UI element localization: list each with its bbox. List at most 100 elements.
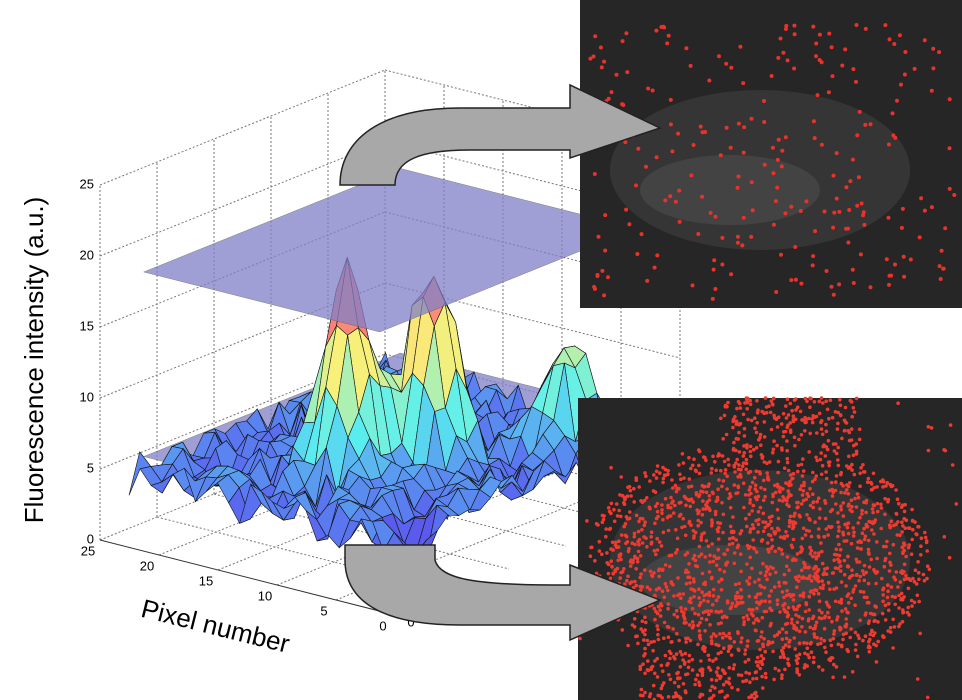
- detection: [789, 205, 793, 209]
- detection: [613, 520, 617, 524]
- detection: [847, 208, 851, 212]
- detection: [824, 470, 828, 474]
- detection: [767, 640, 771, 644]
- detection: [689, 173, 693, 177]
- detection: [648, 588, 652, 592]
- detection: [784, 581, 788, 585]
- detection: [698, 545, 702, 549]
- detection: [658, 587, 662, 591]
- detection: [677, 463, 681, 467]
- detection: [728, 647, 732, 651]
- detection: [667, 695, 671, 699]
- detection: [850, 568, 854, 572]
- detection: [663, 198, 667, 202]
- detection: [857, 579, 861, 583]
- detection: [795, 585, 799, 589]
- detection: [860, 512, 864, 516]
- detection: [635, 478, 639, 482]
- detection: [639, 694, 643, 698]
- detection: [889, 483, 893, 487]
- detection: [653, 659, 657, 663]
- detection: [660, 508, 664, 512]
- detection: [881, 485, 885, 489]
- detection: [854, 631, 858, 635]
- detection: [771, 650, 775, 654]
- detection: [843, 624, 847, 628]
- detection: [855, 450, 859, 454]
- detection: [742, 616, 746, 620]
- detection: [602, 293, 606, 297]
- detection: [776, 158, 780, 162]
- detection: [843, 47, 847, 51]
- detection: [811, 506, 815, 510]
- detection: [860, 509, 864, 513]
- detection: [742, 151, 746, 155]
- detection: [820, 617, 824, 621]
- detection: [830, 481, 834, 485]
- detection: [722, 646, 726, 650]
- detection: [774, 491, 778, 495]
- detection: [692, 457, 696, 461]
- detection: [776, 471, 780, 475]
- detection: [869, 481, 873, 485]
- detection: [943, 226, 947, 230]
- detection: [795, 501, 799, 505]
- detection: [650, 530, 654, 534]
- detection: [874, 582, 878, 586]
- detection: [756, 408, 760, 412]
- detection: [839, 404, 843, 408]
- detection: [836, 427, 840, 431]
- detection: [831, 494, 835, 498]
- detection: [778, 490, 782, 494]
- detection: [618, 493, 622, 497]
- detection: [786, 425, 790, 429]
- detection: [894, 488, 898, 492]
- detection: [800, 502, 804, 506]
- detection: [843, 419, 847, 423]
- detection: [768, 600, 772, 604]
- detection: [708, 591, 712, 595]
- detection: [852, 406, 856, 410]
- detection: [858, 560, 862, 564]
- detection: [734, 597, 738, 601]
- detection: [761, 686, 765, 690]
- detection: [814, 565, 818, 569]
- detection: [742, 216, 746, 220]
- detection: [691, 283, 695, 287]
- detection: [893, 603, 897, 607]
- detection: [793, 558, 797, 562]
- detection: [770, 527, 774, 531]
- detection: [684, 689, 688, 693]
- detection: [810, 579, 814, 583]
- detection: [741, 680, 745, 684]
- detection: [797, 438, 801, 442]
- detection: [815, 431, 819, 435]
- detection: [808, 405, 812, 409]
- detection: [830, 285, 834, 289]
- detection: [618, 576, 622, 580]
- detection: [718, 568, 722, 572]
- detection: [775, 186, 779, 190]
- detection: [776, 598, 780, 602]
- detection: [840, 64, 844, 68]
- detection: [820, 579, 824, 583]
- detection: [764, 396, 768, 400]
- detection: [650, 541, 654, 545]
- detection: [754, 628, 758, 632]
- detection: [655, 155, 659, 159]
- detection: [616, 514, 620, 518]
- detection: [795, 654, 799, 658]
- detection: [763, 460, 767, 464]
- detection: [742, 461, 746, 465]
- detection: [808, 432, 812, 436]
- detection: [776, 527, 780, 531]
- detection: [850, 542, 854, 546]
- detection: [673, 657, 677, 661]
- detection: [811, 414, 815, 418]
- detection: [880, 506, 884, 510]
- detection: [786, 461, 790, 465]
- detection: [761, 662, 765, 666]
- detection: [733, 640, 737, 644]
- detection: [796, 621, 800, 625]
- detection: [625, 515, 629, 519]
